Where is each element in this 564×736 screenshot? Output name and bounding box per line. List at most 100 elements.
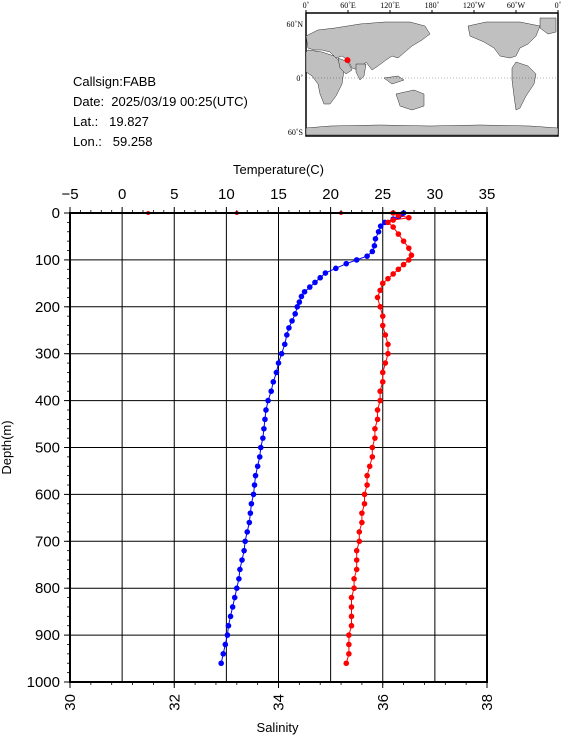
- data-point: [306, 284, 313, 290]
- data-point: [359, 510, 365, 516]
- data-point: [343, 260, 350, 267]
- depth-tick-label: 400: [35, 393, 60, 410]
- map-latitude-label: 60˚N: [287, 20, 304, 29]
- data-point: [343, 660, 350, 667]
- map-longitude-label: 0˚: [555, 1, 562, 10]
- data-point: [236, 576, 242, 582]
- data-point: [371, 243, 378, 249]
- data-point: [374, 407, 381, 413]
- data-point: [359, 519, 365, 526]
- data-point: [395, 266, 402, 273]
- salinity-tick-label: 32: [166, 694, 183, 711]
- data-point: [244, 529, 251, 535]
- data-point: [385, 219, 391, 226]
- temperature-tick-label: 5: [170, 186, 178, 203]
- depth-tick-label: 0: [52, 205, 60, 222]
- data-point: [251, 482, 258, 488]
- map-latitude-label: 60˚S: [288, 128, 303, 137]
- data-point: [296, 299, 303, 305]
- data-point: [356, 538, 363, 545]
- data-point: [377, 388, 383, 395]
- data-point: [278, 350, 285, 357]
- data-point: [361, 500, 368, 507]
- data-point: [346, 651, 352, 657]
- data-point: [369, 444, 376, 451]
- data-point: [361, 491, 368, 498]
- data-point: [408, 252, 415, 259]
- data-point: [346, 632, 352, 638]
- data-point: [390, 224, 396, 230]
- data-point: [353, 257, 360, 263]
- data-point: [242, 538, 248, 545]
- temperature-tick-label: 25: [374, 186, 391, 203]
- data-point: [353, 547, 360, 554]
- data-point: [220, 651, 227, 657]
- depth-tick-label: 700: [35, 533, 60, 550]
- data-point: [333, 265, 339, 272]
- data-point: [346, 641, 352, 648]
- data-point: [375, 228, 382, 235]
- salinity-tick-label: 34: [271, 694, 288, 711]
- date-text: Date: 2025/03/19 00:25(UTC): [73, 94, 248, 109]
- data-point: [234, 585, 240, 591]
- map-longitude-label: 60˚W: [507, 1, 526, 10]
- data-point: [237, 566, 243, 573]
- data-point: [372, 425, 378, 432]
- data-point: [222, 641, 229, 648]
- map-longitude-label: 180˚: [425, 1, 440, 10]
- data-point: [348, 604, 355, 610]
- data-point: [254, 463, 261, 470]
- map-longitude-labels: 0˚ 60˚E 120˚E 180˚ 120˚W 60˚W 0˚: [303, 1, 562, 10]
- data-point: [364, 253, 370, 259]
- data-point: [247, 510, 254, 516]
- data-point: [406, 214, 412, 221]
- data-point: [385, 350, 391, 357]
- depth-tick-label: 100: [35, 252, 60, 269]
- depth-tick-label: 1000: [27, 674, 60, 691]
- temperature-series: [218, 210, 407, 667]
- data-point: [225, 622, 232, 629]
- data-point: [252, 472, 259, 479]
- data-point: [256, 454, 263, 460]
- data-point: [284, 332, 290, 338]
- data-point: [301, 288, 308, 295]
- data-point: [379, 322, 386, 329]
- data-point: [390, 271, 396, 277]
- data-point: [395, 231, 402, 237]
- data-point: [385, 341, 391, 348]
- data-point: [379, 369, 386, 376]
- data-point: [261, 425, 267, 432]
- data-point: [273, 369, 280, 376]
- data-point: [377, 223, 384, 229]
- temperature-tick-label: 30: [427, 186, 444, 203]
- salinity-axis-title: Salinity: [257, 720, 299, 735]
- data-point: [382, 360, 389, 366]
- data-point: [377, 304, 383, 310]
- data-point: [400, 238, 407, 244]
- data-point: [281, 341, 288, 348]
- depth-tick-label: 200: [35, 299, 60, 316]
- data-point: [374, 416, 381, 423]
- data-point: [317, 274, 324, 281]
- data-point: [248, 500, 255, 507]
- data-point: [268, 388, 275, 395]
- world-map: 0˚ 60˚E 120˚E 180˚ 120˚W 60˚W 0˚ 60˚N 0˚ 60˚S: [287, 1, 562, 137]
- depth-axis-title: Depth(m): [0, 420, 14, 474]
- data-point: [257, 444, 264, 451]
- data-point: [379, 280, 386, 287]
- data-point: [364, 472, 370, 479]
- data-point: [382, 332, 389, 338]
- map-latitude-label: 0˚: [296, 74, 303, 83]
- series-line: [345, 212, 412, 664]
- depth-tick-label: 900: [35, 627, 60, 644]
- data-point: [406, 245, 412, 251]
- data-point: [239, 557, 245, 563]
- data-point: [348, 594, 355, 601]
- map-longitude-label: 120˚W: [463, 1, 486, 10]
- map-frame-ticks: [305, 10, 559, 13]
- map-latitude-labels: 60˚N 0˚ 60˚S: [287, 20, 304, 137]
- temperature-tick-label: 0: [118, 186, 126, 203]
- salinity-tick-label: 36: [375, 694, 392, 711]
